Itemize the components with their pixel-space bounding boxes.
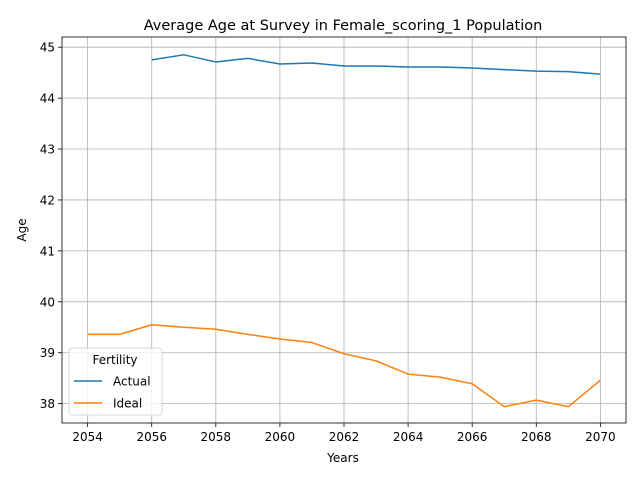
- legend-label-ideal: Ideal: [113, 397, 142, 411]
- y-axis-label: Age: [15, 218, 29, 241]
- x-tick-label: 2058: [201, 430, 232, 444]
- x-axis-label: Years: [326, 451, 359, 465]
- y-tick-label: 42: [40, 193, 55, 207]
- x-tick-label: 2062: [329, 430, 360, 444]
- x-tick-label: 2060: [265, 430, 296, 444]
- x-axis: 2054 2056 2058 2060 2062 2064 2066 2068 2070: [72, 423, 616, 444]
- legend-box: [68, 347, 163, 416]
- x-tick-label: 2064: [393, 430, 424, 444]
- series-lines: [87, 54, 601, 408]
- y-tick-label: 39: [40, 346, 55, 360]
- series-line-ideal: [87, 323, 601, 408]
- y-tick-label: 41: [40, 244, 55, 258]
- legend-label-actual: Actual: [113, 375, 151, 389]
- x-tick-label: 2056: [136, 430, 167, 444]
- x-tick-label: 2066: [457, 430, 488, 444]
- x-tick-label: 2070: [585, 430, 616, 444]
- series-line-actual: [151, 54, 601, 75]
- chart-title: Average Age at Survey in Female_scoring_…: [144, 18, 543, 34]
- y-axis: 38 39 40 41 42 43 44 45: [40, 41, 62, 411]
- y-tick-label: 44: [40, 92, 55, 106]
- x-tick-label: 2054: [72, 430, 103, 444]
- y-tick-label: 43: [40, 143, 55, 157]
- y-tick-label: 40: [40, 295, 55, 309]
- legend: Fertility Actual Ideal: [68, 347, 163, 416]
- y-tick-label: 38: [40, 397, 55, 411]
- x-tick-label: 2068: [521, 430, 552, 444]
- y-tick-label: 45: [40, 41, 55, 55]
- legend-title: Fertility: [92, 353, 137, 367]
